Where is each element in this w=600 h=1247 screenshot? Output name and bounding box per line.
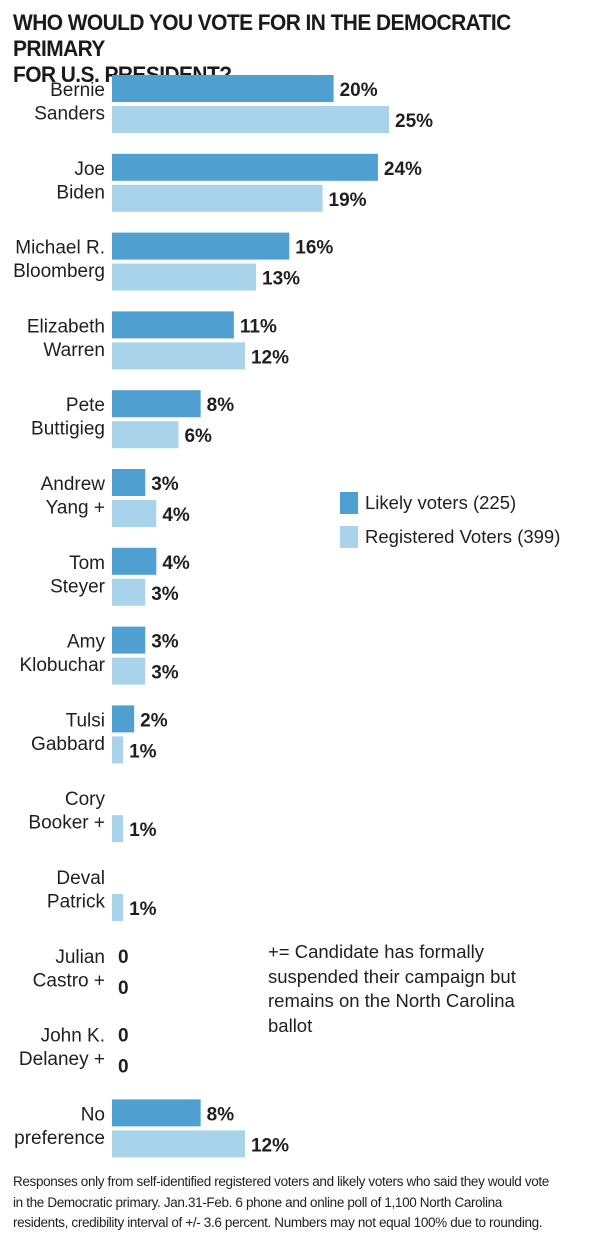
bar-likely <box>112 311 234 339</box>
bar-registered <box>112 1130 245 1158</box>
category-label: Bernie <box>50 80 105 101</box>
value-label: 8% <box>207 1104 235 1125</box>
category-label: Cory <box>65 789 106 810</box>
footnote-line-2: in the Democratic primary. Jan.31-Feb. 6… <box>13 1194 502 1210</box>
value-label: 12% <box>251 347 289 368</box>
chart-title: WHO WOULD YOU VOTE FOR IN THE DEMOCRATIC… <box>13 10 552 88</box>
category-label: Andrew <box>41 474 106 495</box>
note-line-2: suspended their campaign but <box>268 965 516 987</box>
note-line-4: ballot <box>268 1014 313 1036</box>
bar-likely <box>112 75 334 102</box>
legend-label-likely: Likely voters (225) <box>365 492 516 513</box>
category-label: Yang + <box>46 498 105 519</box>
value-label: 24% <box>384 159 422 180</box>
category-label: Patrick <box>47 892 106 913</box>
value-label: 1% <box>129 899 157 920</box>
value-label: 1% <box>129 820 157 841</box>
legend-swatch-registered <box>340 526 358 548</box>
value-label: 16% <box>295 238 333 259</box>
bar-likely <box>112 626 146 654</box>
bar-registered <box>112 736 124 764</box>
bar-likely <box>112 1099 201 1127</box>
value-label: 6% <box>184 426 212 447</box>
category-label: Booker + <box>28 813 105 834</box>
bar-likely <box>112 390 201 418</box>
category-label: Tulsi <box>66 710 105 731</box>
value-label: 11% <box>240 316 277 337</box>
value-label: 0 <box>118 978 129 999</box>
category-label: Steyer <box>50 576 106 597</box>
value-label: 4% <box>162 505 190 526</box>
category-label: Buttigieg <box>31 419 105 440</box>
bar-likely <box>112 153 378 181</box>
value-label: 4% <box>162 553 190 574</box>
value-label: 3% <box>151 632 179 653</box>
legend-label-registered: Registered Voters (399) <box>365 526 560 547</box>
category-label: Bloomberg <box>13 261 105 282</box>
bar-likely <box>112 469 146 496</box>
category-label: Elizabeth <box>27 316 105 337</box>
value-label: 19% <box>329 190 367 211</box>
category-label: Amy <box>67 632 106 653</box>
note-line-1: += Candidate has formally <box>268 941 484 962</box>
note-line-3: remains on the North Carolina <box>268 990 515 1011</box>
bar-likely <box>112 547 157 575</box>
value-label: 1% <box>129 741 157 762</box>
footnote-line-1: Responses only from self-identified regi… <box>13 1174 549 1189</box>
category-label: Julian <box>55 947 105 968</box>
bar-registered <box>112 578 146 606</box>
category-label: Michael R. <box>15 238 105 259</box>
category-label: Joe <box>74 159 105 180</box>
category-label: Castro + <box>33 970 105 991</box>
bar-likely <box>112 705 135 733</box>
value-label: 3% <box>151 584 179 605</box>
category-label: Warren <box>43 340 105 361</box>
value-label: 13% <box>262 269 300 290</box>
bar-registered <box>112 263 257 291</box>
bar-registered <box>112 500 157 527</box>
category-label: Sanders <box>34 104 105 125</box>
value-label: 20% <box>340 80 378 101</box>
methodology-footnote: Responses only from self-identified regi… <box>13 1172 595 1234</box>
suspended-campaign-note: += Candidate has formally suspended thei… <box>268 940 568 1038</box>
category-label: Tom <box>69 553 105 574</box>
bar-registered <box>112 815 124 843</box>
category-label: Gabbard <box>31 734 105 755</box>
legend-swatch-likely <box>340 492 358 514</box>
bar-registered <box>112 421 179 449</box>
bar-likely <box>112 232 290 260</box>
category-label: Biden <box>56 182 105 203</box>
value-label: 3% <box>151 663 179 684</box>
value-label: 0 <box>118 1026 129 1047</box>
value-label: 25% <box>395 111 433 132</box>
category-label: Deval <box>56 868 105 889</box>
bar-registered <box>112 184 323 212</box>
category-label: Pete <box>66 395 105 416</box>
category-label: John K. <box>41 1026 105 1047</box>
value-label: 2% <box>140 710 168 731</box>
category-label: Klobuchar <box>19 655 105 676</box>
footnote-line-3: residents, credibility interval of +/- 3… <box>13 1215 543 1230</box>
bar-registered <box>112 894 124 921</box>
bar-registered <box>112 342 245 370</box>
category-label: Delaney + <box>19 1049 105 1070</box>
category-label: No <box>81 1104 105 1125</box>
category-label: preference <box>14 1128 105 1149</box>
chart-title-line-1: WHO WOULD YOU VOTE FOR IN THE DEMOCRATIC… <box>13 10 511 61</box>
bar-registered <box>112 106 389 133</box>
value-label: 0 <box>118 947 129 968</box>
value-label: 8% <box>207 395 235 416</box>
value-label: 12% <box>251 1135 289 1156</box>
bar-registered <box>112 657 146 685</box>
value-label: 0 <box>118 1057 129 1078</box>
value-label: 3% <box>151 474 179 495</box>
